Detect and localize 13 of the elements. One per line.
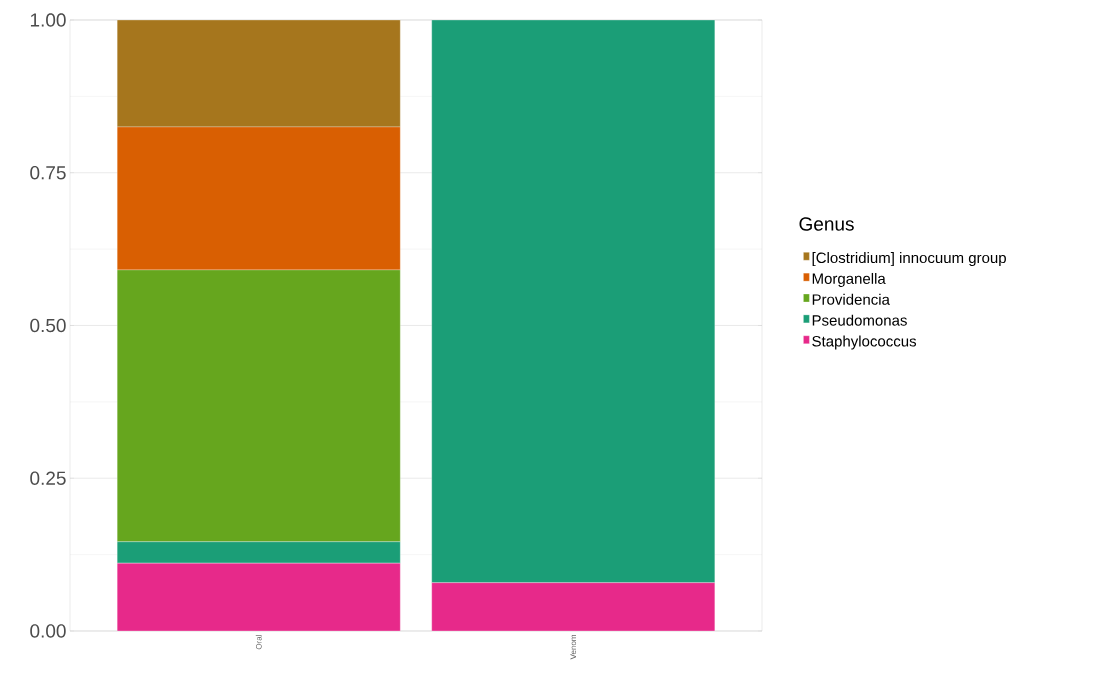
y-tick-label: 1.00 <box>30 13 66 27</box>
legend-label: Pseudomonas <box>812 314 907 326</box>
legend-label: [Clostridium] innocuum group <box>812 252 1006 267</box>
x-tick-label: Oral <box>255 635 262 650</box>
x-tick-label: Venom <box>570 635 577 660</box>
legend-label: Morganella <box>812 272 886 287</box>
y-tick-label: 0.75 <box>30 166 66 180</box>
y-tick-label: 0.00 <box>30 624 66 638</box>
legend-label: Staphylococcus <box>812 335 917 350</box>
legend-title: Genus <box>799 217 854 231</box>
y-tick-label: 0.25 <box>30 471 66 485</box>
legend-label: Providencia <box>812 293 890 305</box>
y-tick-label: 0.50 <box>30 318 66 333</box>
